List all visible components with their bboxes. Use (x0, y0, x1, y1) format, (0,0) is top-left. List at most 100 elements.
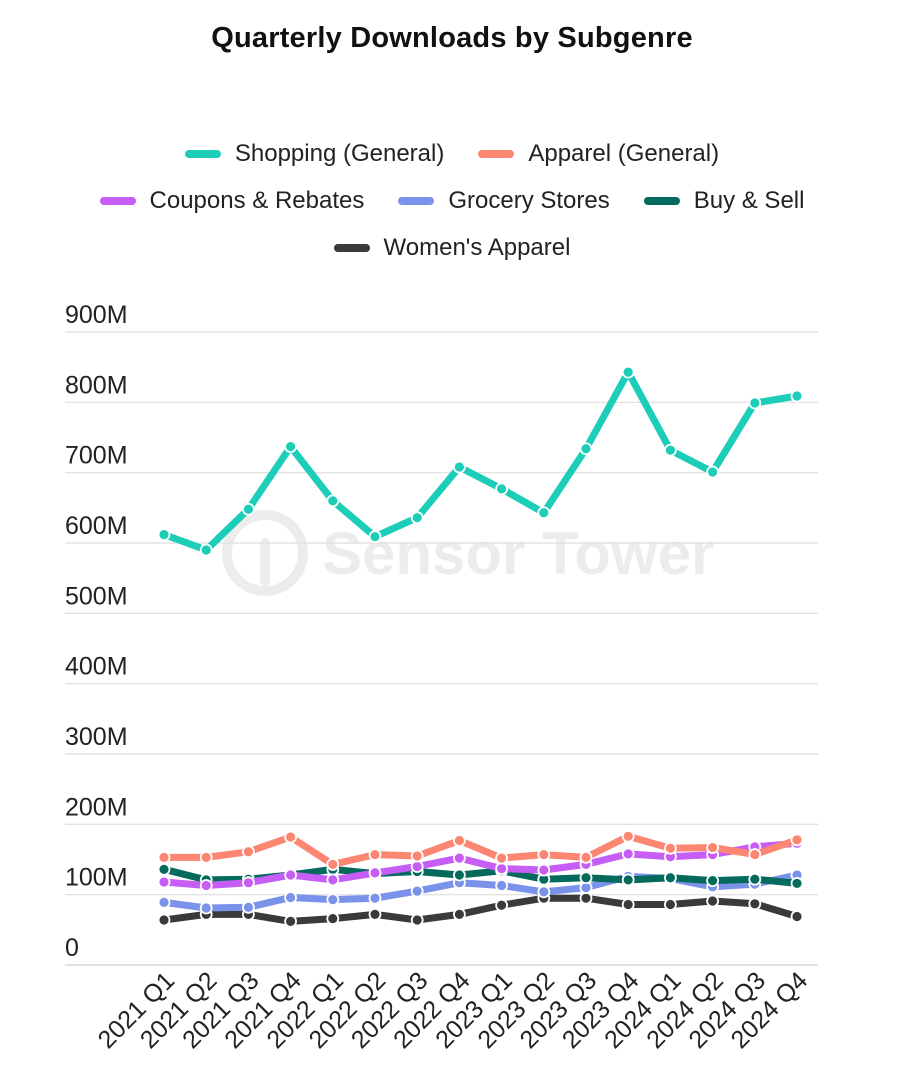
data-point (706, 841, 719, 854)
data-point (664, 871, 677, 885)
data-point (537, 848, 551, 861)
data-point (748, 396, 762, 410)
legend-row-2: Coupons & Rebates Grocery Stores Buy & S… (0, 187, 904, 215)
legend-swatch (333, 244, 370, 252)
data-point (664, 841, 677, 855)
data-point (621, 873, 635, 887)
legend-row-3: Women's Apparel (0, 234, 904, 262)
data-point (199, 901, 213, 915)
data-point (621, 365, 635, 379)
data-point (790, 877, 804, 890)
data-point (790, 833, 804, 847)
series-line (160, 368, 801, 554)
data-point (706, 465, 719, 479)
data-point (706, 874, 719, 887)
data-point (284, 914, 298, 928)
legend-item[interactable]: Grocery Stores (398, 187, 610, 215)
legend-swatch (643, 197, 680, 205)
y-tick-label: 600M (65, 512, 128, 540)
data-point (368, 848, 382, 861)
legend-row-1: Shopping (General) Apparel (General) (0, 140, 904, 168)
data-point (241, 845, 255, 859)
data-point (326, 893, 340, 906)
data-point (368, 891, 382, 905)
data-point (326, 858, 340, 871)
data-point (452, 868, 466, 882)
y-tick-label: 400M (65, 653, 128, 681)
data-point (157, 850, 171, 864)
data-point (410, 511, 424, 525)
data-point (157, 913, 171, 927)
data-point (326, 873, 340, 887)
data-point (579, 871, 593, 885)
data-point (410, 913, 424, 927)
data-point (326, 912, 340, 925)
data-point (621, 829, 635, 843)
legend-item[interactable]: Coupons & Rebates (99, 187, 365, 215)
data-point (495, 862, 509, 876)
data-point (537, 863, 551, 877)
data-point (748, 872, 762, 886)
y-tick-label: 700M (65, 442, 128, 470)
data-point (621, 847, 635, 861)
data-point (706, 894, 719, 908)
series-line (160, 839, 801, 889)
legend-swatch (99, 197, 136, 205)
data-point (410, 884, 424, 898)
data-point (579, 850, 593, 864)
data-point (368, 866, 382, 880)
legend-item[interactable]: Buy & Sell (643, 187, 805, 215)
data-point (326, 494, 340, 508)
data-point (495, 482, 509, 496)
data-point (199, 879, 213, 892)
data-point (537, 885, 551, 899)
legend-label: Grocery Stores (448, 187, 610, 214)
data-point (579, 891, 593, 905)
legend-item[interactable]: Apparel (General) (478, 140, 719, 168)
legend-swatch (478, 150, 515, 158)
data-point (452, 851, 466, 865)
legend-item[interactable]: Shopping (General) (184, 140, 445, 168)
legend-label: Buy & Sell (693, 187, 805, 214)
data-point (452, 907, 466, 921)
data-point (748, 848, 762, 861)
data-point (495, 898, 509, 912)
data-point (537, 506, 551, 520)
y-tick-label: 0 (65, 934, 79, 962)
data-point (368, 530, 382, 544)
legend-label: Coupons & Rebates (149, 187, 365, 214)
data-point (790, 389, 804, 403)
data-point (199, 850, 213, 864)
data-point (241, 900, 255, 914)
legend-swatch (184, 150, 221, 158)
data-point (157, 862, 171, 876)
data-point (452, 460, 466, 474)
data-point (495, 851, 509, 865)
data-point (664, 443, 677, 457)
data-point (495, 879, 509, 892)
legend-item[interactable]: Women's Apparel (333, 234, 571, 262)
data-point (621, 898, 635, 911)
data-point (284, 891, 298, 904)
data-point (284, 830, 298, 844)
data-point (241, 502, 255, 516)
data-point (452, 834, 466, 847)
series-line (160, 832, 801, 868)
series-line (160, 894, 801, 925)
data-point (157, 528, 171, 541)
data-point (284, 440, 298, 454)
chart-title: Quarterly Downloads by Subgenre (211, 22, 693, 54)
y-tick-label: 300M (65, 723, 128, 751)
legend-label: Apparel (General) (528, 140, 720, 167)
data-point (790, 910, 804, 923)
data-point (157, 896, 171, 909)
legend-label: Shopping (General) (234, 140, 445, 167)
y-tick-label: 900M (65, 301, 128, 329)
data-point (664, 898, 677, 911)
data-point (157, 875, 171, 889)
y-tick-label: 100M (65, 864, 128, 892)
y-tick-label: 200M (65, 793, 128, 821)
data-point (579, 442, 593, 456)
legend-label: Women's Apparel (383, 234, 571, 261)
